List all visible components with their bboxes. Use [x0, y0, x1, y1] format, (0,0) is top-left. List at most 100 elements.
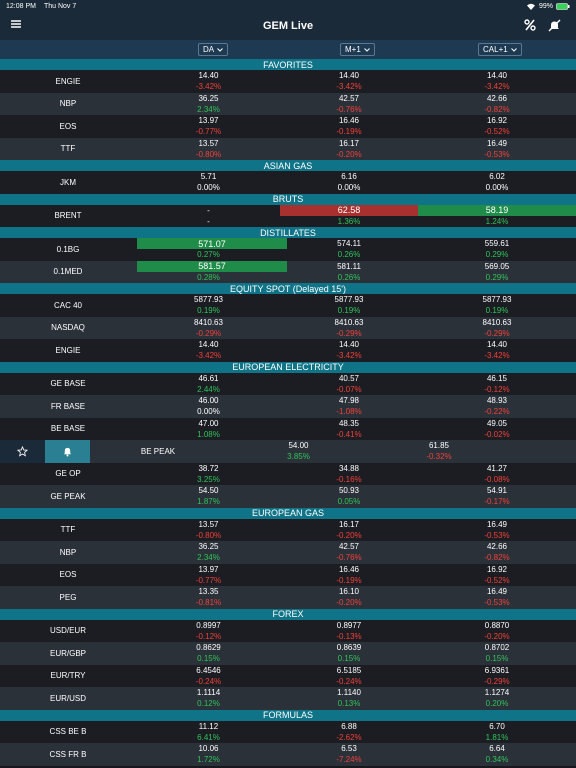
price: 16.49	[486, 138, 508, 148]
section-header: FORMULAS	[0, 709, 576, 721]
price-row[interactable]: 0.1BG 571.07 0.27% 574.11 0.26% 559.61 0.29%	[0, 238, 576, 261]
price-cell: 42.57 -0.76%	[280, 93, 418, 116]
price: 47.98	[338, 396, 360, 405]
price-cell: 16.92 -0.52%	[418, 564, 576, 587]
price-row[interactable]: TTF 13.57 -0.80% 16.17 -0.20% 16.49 -0.53%	[0, 518, 576, 542]
price-cell: 36.25 2.34%	[137, 541, 280, 564]
price: 13.57	[198, 138, 219, 148]
price: 16.17	[338, 138, 360, 148]
price-row[interactable]: GE PEAK 54.50 1.87% 50.93 0.05% 54.91 -0.17%	[0, 485, 576, 508]
price-row[interactable]: BRENT - -62.58 1.36% 58.19 1.24%	[0, 204, 576, 227]
price-cell: 0.8639 0.15%	[280, 642, 418, 665]
price: 16.49	[486, 519, 508, 529]
price-row[interactable]: GE OP 38.72 3.25% 34.88 -0.16% 41.27 -0.08%	[0, 462, 576, 485]
column-dropdown[interactable]: CAL+1	[478, 43, 522, 56]
price: 13.57	[198, 519, 219, 529]
mute-button[interactable]	[548, 19, 561, 32]
change: 2.34%	[197, 104, 220, 114]
price: 569.05	[484, 261, 510, 271]
price-row[interactable]: TTF 13.57 -0.80% 16.17 -0.20% 16.49 -0.53%	[0, 137, 576, 160]
column-dropdown[interactable]: DA	[198, 43, 229, 56]
change: 0.26%	[337, 272, 361, 282]
price-cell: 14.40 -3.42%	[280, 70, 418, 93]
price: 0.8977	[336, 620, 362, 630]
price-row[interactable]: NBP 36.25 2.34% 42.57 -0.76% 42.66 -0.82%	[0, 541, 576, 564]
price-row[interactable]: BE BASE 47.00 1.08% 48.35 -0.41% 49.05 -0.02%	[0, 417, 576, 440]
price-row[interactable]: NBP 36.25 2.34% 42.57 -0.76% 42.66 -0.82%	[0, 92, 576, 116]
price: 14.40	[198, 71, 219, 80]
price-cell: 13.57 -0.80%	[137, 519, 280, 542]
price-row[interactable]: CAC 40 5877.93 0.19% 5877.93 0.19% 5877.93 0.1…	[0, 294, 576, 317]
price-row[interactable]: EUR/USD 1.1114 0.12% 1.1140 0.13% 1.1274 0.20%	[0, 687, 576, 710]
price: 62.58	[280, 204, 418, 216]
price-row[interactable]: FR BASE 46.00 0.00% 47.98 -1.08% 48.93 -0.22%	[0, 395, 576, 418]
change: -0.53%	[484, 530, 510, 540]
row-label: USD/EUR	[49, 626, 86, 636]
price-cell: 14.40 -3.42%	[137, 70, 280, 93]
price-cell: 581.57 0.28%	[137, 260, 287, 284]
price-cell: 8410.63 -0.29%	[137, 317, 280, 340]
price-row[interactable]: CSS BE B 11.12 6.41% 6.88 -2.62% 6.70 1.81%	[0, 720, 576, 743]
price-row[interactable]: EUR/GBP 0.8629 0.15% 0.8639 0.15% 0.8702 0.15%	[0, 642, 576, 665]
price-list: FAVORITES ENGIE 14.40 -3.42% 14.40 -3.42% 14.4…	[0, 59, 576, 766]
price-cell: 61.85 -0.32%	[370, 440, 508, 463]
row-label: GE BASE	[50, 379, 86, 389]
price: 13.97	[198, 116, 219, 125]
price: 574.11	[337, 239, 361, 248]
app-title: GEM Live	[262, 20, 314, 32]
price: 6.02	[489, 172, 505, 181]
change: 0.05%	[337, 497, 361, 506]
change: -0.80%	[195, 530, 222, 540]
price: 13.35	[198, 587, 219, 596]
price-row[interactable]: ENGIE 14.40 -3.42% 14.40 -3.42% 14.40 -3.42%	[0, 339, 576, 362]
price-row[interactable]: BE PEAK 54.00 3.85% 61.85 -0.32%	[0, 440, 576, 463]
price-row[interactable]: GE BASE 46.61 2.44% 40.57 -0.07% 46.15 -0.12%	[0, 372, 576, 395]
price-row[interactable]: EOS 13.97 -0.77% 16.46 -0.19% 16.92 -0.52%	[0, 115, 576, 138]
price-cell: 16.49 -0.53%	[418, 519, 576, 542]
favorite-action[interactable]	[0, 440, 45, 463]
price-cell: 0.8870 -0.20%	[418, 620, 576, 643]
price-cell: 14.40 -3.42%	[418, 339, 576, 362]
change: 1.72%	[197, 755, 220, 764]
price: 42.57	[338, 542, 360, 551]
price-row[interactable]: USD/EUR 0.8997 -0.12% 0.8977 -0.13% 0.8870 -0.…	[0, 619, 576, 643]
price-row[interactable]: 0.1MED 581.57 0.28% 581.11 0.26% 569.05 0.29%	[0, 260, 576, 284]
alert-action[interactable]	[45, 440, 90, 463]
price: 46.15	[486, 373, 508, 383]
change: 0.27%	[197, 250, 220, 259]
change: -3.42%	[195, 351, 222, 360]
percent-button[interactable]	[524, 19, 536, 31]
price-row[interactable]: CSS FR B 10.06 1.72% 6.53 -7.24% 6.64 0.34%	[0, 743, 576, 766]
change: -3.42%	[195, 82, 222, 91]
price-row[interactable]: JKM 5.71 0.00% 6.16 0.00% 6.02 0.00%	[0, 171, 576, 194]
price: 16.92	[486, 564, 508, 574]
price: 0.8629	[196, 643, 221, 652]
change: -3.42%	[336, 82, 362, 91]
menu-button[interactable]	[11, 19, 21, 29]
change: -0.20%	[336, 598, 362, 607]
price: 6.70	[489, 721, 505, 731]
section-header: FOREX	[0, 608, 576, 620]
price-row[interactable]: PEG 13.35 -0.81% 16.10 -0.20% 16.49 -0.53%	[0, 586, 576, 609]
price-row[interactable]: NASDAQ 8410.63 -0.29% 8410.63 -0.29% 8410.63-…	[0, 316, 576, 340]
price-row[interactable]: EUR/TRY 6.4546 -0.24% 6.5185 -0.24% 6.9361 -0.…	[0, 664, 576, 688]
column-dropdown[interactable]: M+1	[340, 43, 375, 56]
price-cell: 6.02 0.00%	[418, 171, 576, 194]
change: 0.26%	[337, 250, 361, 259]
battery-icon	[556, 2, 570, 10]
price-cell: 6.4546 -0.24%	[137, 665, 280, 688]
section-header: EQUITY SPOT (Delayed 15')	[0, 283, 576, 294]
price: 58.19	[418, 204, 576, 216]
price-cell: 581.11 0.26%	[280, 261, 418, 284]
price: 0.8997	[196, 620, 221, 630]
price-cell: 42.66 -0.82%	[418, 93, 576, 116]
change: -0.32%	[426, 452, 452, 461]
change: -0.82%	[484, 104, 510, 114]
bell-icon	[63, 447, 72, 457]
price-cell: 0.8702 0.15%	[418, 642, 576, 665]
price-row[interactable]: EOS 13.97 -0.77% 16.46 -0.19% 16.92 -0.52%	[0, 563, 576, 587]
price-row[interactable]: ENGIE 14.40 -3.42% 14.40 -3.42% 14.40 -3.42%	[0, 70, 576, 93]
change: 1.81%	[485, 732, 509, 742]
price: 36.25	[198, 542, 219, 551]
chevron	[510, 47, 517, 52]
